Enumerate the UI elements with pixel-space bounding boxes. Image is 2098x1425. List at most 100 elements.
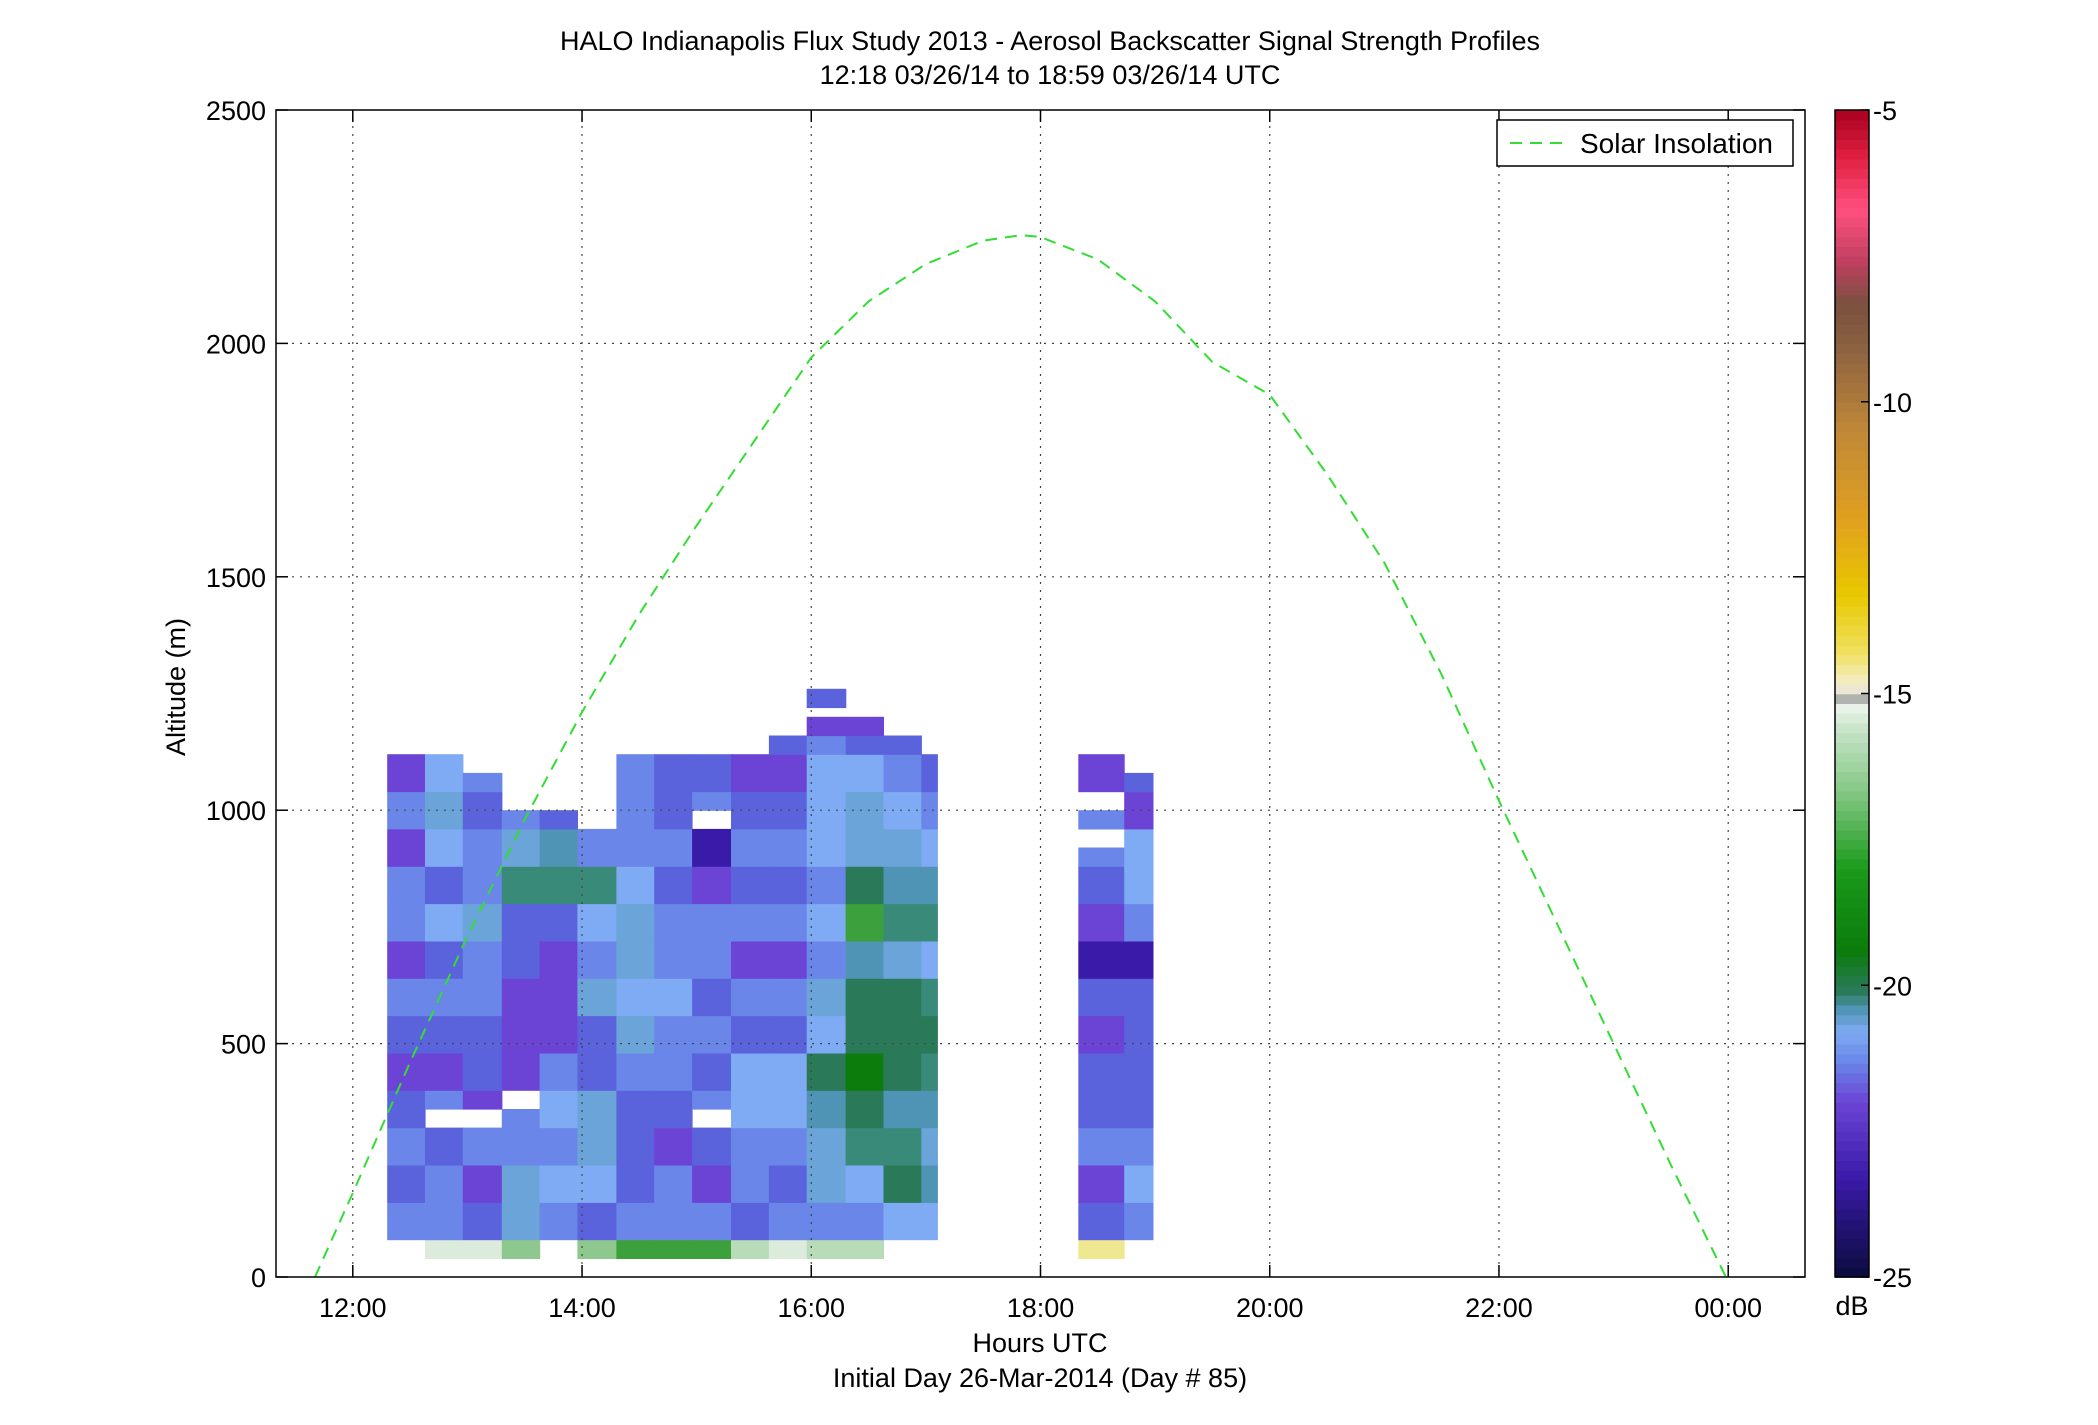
heatmap-cell-14-6 (921, 978, 938, 1017)
heatmap-cell-5-1 (577, 1202, 617, 1241)
heatmap-cell-5-9 (577, 903, 617, 942)
heatmap-cell-15-7 (1078, 978, 1125, 1017)
colorbar-segment-88 (1835, 411, 1869, 422)
colorbar-segment-14 (1835, 1131, 1869, 1142)
heatmap-cell-13-6 (883, 978, 922, 1017)
colorbar-segment-17 (1835, 1101, 1869, 1113)
heatmap-cell-9-10 (731, 866, 770, 905)
heatmap-cell-6-6 (616, 1015, 655, 1054)
heatmap-cell-15-6 (1078, 1015, 1125, 1054)
heatmap-cell-16-4 (1124, 1052, 1154, 1091)
heatmap-cell-12-7 (845, 978, 884, 1017)
heatmap-cell-11-15 (806, 716, 847, 737)
heatmap-cell-9-7 (731, 978, 770, 1017)
heatmap-cell-0-8 (387, 903, 426, 942)
heatmap-cell-5-11 (577, 828, 617, 867)
heatmap-cell-4-8 (539, 903, 578, 942)
heatmap-cell-5-5 (577, 1052, 617, 1091)
heatmap-cell-10-4 (768, 1090, 808, 1129)
colorbar-segment-112 (1835, 178, 1869, 189)
heatmap-cell-9-4 (731, 1090, 770, 1129)
heatmap-cell-12-5 (845, 1052, 884, 1091)
heatmap-cell-14-2 (921, 1127, 938, 1166)
heatmap-cell-7-4 (654, 1090, 693, 1129)
heatmap-cell-5-10 (577, 866, 617, 905)
colorbar-segment-25 (1835, 1024, 1869, 1035)
heatmap-cell-14-10 (921, 828, 938, 867)
colorbar-segment-102 (1835, 275, 1869, 286)
heatmap-cell-5-7 (577, 978, 617, 1017)
y-tick-label-0: 0 (251, 1263, 266, 1293)
plot-area (276, 110, 1805, 1277)
heatmap-cell-12-2 (845, 1165, 884, 1203)
heatmap-cell-7-10 (654, 866, 693, 905)
heatmap-cell-10-6 (768, 1015, 808, 1054)
colorbar-segment-94 (1835, 353, 1869, 364)
colorbar-segment-4 (1835, 1228, 1869, 1239)
colorbar-segment-28 (1835, 994, 1869, 1006)
colorbar-segment-110 (1835, 197, 1869, 209)
heatmap-cell-14-9 (921, 866, 938, 905)
heatmap-cell-15-13 (1078, 772, 1125, 793)
heatmap-cell-0-5 (387, 1015, 426, 1054)
colorbar-segment-69 (1835, 596, 1869, 607)
colorbar-segment-84 (1835, 450, 1869, 461)
heatmap-cell-4-9 (539, 866, 578, 905)
heatmap-cell-7-2 (654, 1165, 693, 1203)
colorbar-segment-46 (1835, 819, 1869, 831)
heatmap-cell-2-2 (462, 1165, 503, 1203)
colorbar-segment-105 (1835, 246, 1869, 257)
heatmap-cell-10-14 (768, 735, 808, 755)
heatmap-cell-15-10 (1078, 866, 1125, 905)
colorbar-segment-72 (1835, 567, 1869, 578)
y-tick-label-4: 2000 (206, 329, 266, 359)
heatmap-cell-2-3 (462, 1127, 503, 1166)
colorbar-tick-label-3: -10 (1873, 388, 1912, 418)
heatmap-cell-5-3 (577, 1127, 617, 1166)
colorbar-segment-34 (1835, 936, 1869, 948)
heatmap-cell-12-15 (845, 716, 884, 737)
heatmap-cell-2-6 (462, 1015, 503, 1054)
colorbar-segment-93 (1835, 362, 1869, 374)
heatmap-cell-2-0 (462, 1239, 503, 1259)
heatmap-cell-14-4 (921, 1052, 938, 1091)
colorbar-segment-53 (1835, 751, 1869, 763)
heatmap-cell-0-1 (387, 1165, 426, 1203)
heatmap-cell-10-13 (768, 754, 808, 793)
heatmap-cell-3-1 (501, 1202, 541, 1241)
heatmap-cell-16-5 (1124, 1015, 1154, 1054)
colorbar-segment-51 (1835, 771, 1869, 782)
heatmap-cell-16-1 (1124, 1165, 1154, 1203)
heatmap-cell-8-6 (692, 1015, 732, 1054)
y-tick-label-1: 500 (221, 1030, 266, 1060)
heatmap-cell-13-10 (883, 828, 922, 867)
heatmap-cell-11-13 (806, 754, 847, 793)
heatmap-cell-13-3 (883, 1090, 922, 1129)
heatmap-cell-6-4 (616, 1090, 655, 1129)
colorbar-segment-1 (1835, 1257, 1869, 1269)
colorbar-segment-116 (1835, 139, 1869, 150)
colorbar-segment-22 (1835, 1053, 1869, 1064)
heatmap-cell-6-9 (616, 903, 655, 942)
heatmap-cell-4-11 (539, 810, 578, 830)
heatmap-cell-10-11 (768, 828, 808, 867)
colorbar-segment-3 (1835, 1238, 1869, 1249)
colorbar-segment-96 (1835, 333, 1869, 345)
heatmap-cell-6-11 (616, 828, 655, 867)
heatmap-cell-1-2 (425, 1165, 464, 1203)
colorbar-segment-90 (1835, 392, 1869, 403)
heatmap-cell-1-10 (425, 866, 464, 905)
heatmap-cell-12-1 (845, 1202, 884, 1241)
heatmap-cell-0-6 (387, 978, 426, 1017)
colorbar-segment-31 (1835, 965, 1869, 977)
colorbar-segment-76 (1835, 528, 1869, 539)
heatmap-cell-13-11 (883, 791, 922, 830)
heatmap-cell-12-10 (845, 866, 884, 905)
heatmap-cell-11-7 (806, 978, 847, 1017)
heatmap-cell-0-0 (387, 1202, 426, 1241)
colorbar-segment-40 (1835, 878, 1869, 889)
heatmap-cell-4-6 (539, 978, 578, 1017)
heatmap-cell-5-2 (577, 1165, 617, 1203)
colorbar-segment-35 (1835, 926, 1869, 938)
heatmap-cell-1-0 (425, 1239, 464, 1259)
